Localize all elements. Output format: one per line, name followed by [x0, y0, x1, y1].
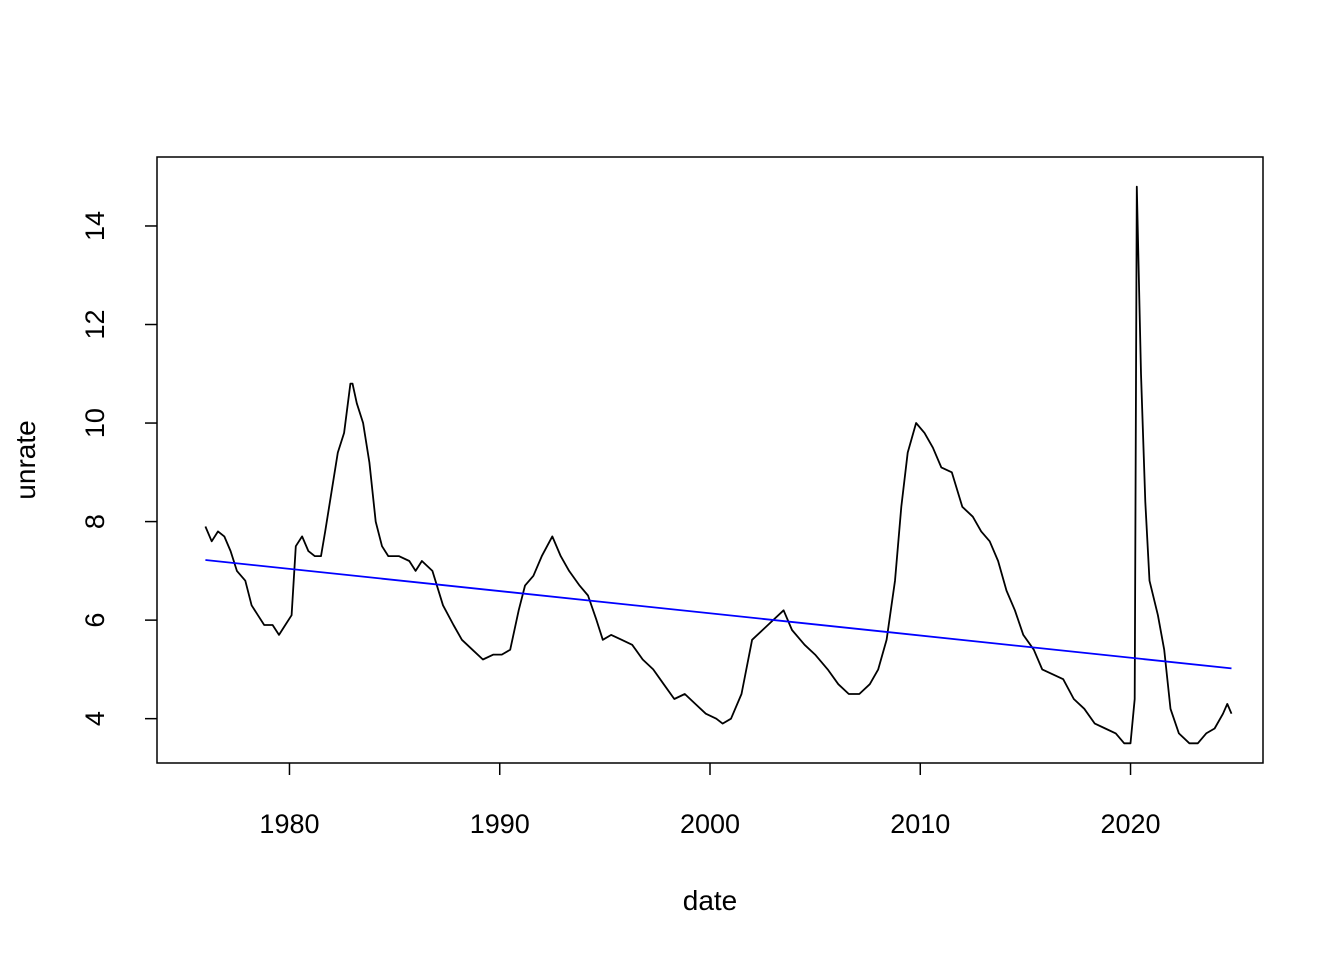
y-axis: 4 6 8 10 12 14	[80, 211, 157, 726]
y-tick-label: 14	[80, 211, 110, 241]
x-tick-label: 1990	[470, 809, 530, 839]
x-tick-label: 1980	[259, 809, 319, 839]
unrate-series-line	[204, 185, 1233, 745]
y-tick-label: 10	[80, 408, 110, 438]
y-tick-label: 6	[80, 613, 110, 628]
y-axis-label: unrate	[10, 420, 41, 499]
x-tick-label: 2020	[1100, 809, 1160, 839]
y-tick-label: 4	[80, 711, 110, 726]
x-axis-label: date	[683, 885, 738, 916]
trend-line	[205, 559, 1232, 670]
plot-frame	[156, 156, 1264, 764]
x-tick-label: 2000	[680, 809, 740, 839]
y-tick-label: 8	[80, 514, 110, 529]
y-tick-label: 12	[80, 309, 110, 339]
x-tick-label: 2010	[890, 809, 950, 839]
series-layer	[204, 185, 1233, 745]
x-axis: 1980 1990 2000 2010 2020	[259, 763, 1161, 839]
